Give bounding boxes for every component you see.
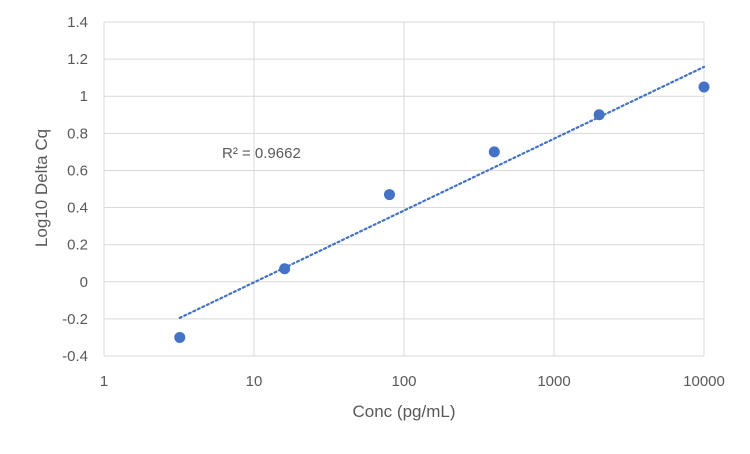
x-axis-title: Conc (pg/mL): [353, 402, 456, 421]
x-tick-label: 1000: [537, 373, 570, 390]
y-tick-label: 0.4: [67, 200, 88, 217]
trendline-line: [178, 65, 706, 320]
y-tick-label: 1.4: [67, 14, 88, 31]
y-tick-labels: -0.4 -0.2 0 0.2 0.4 0.6 0.8 1 1.2 1.4: [62, 14, 88, 365]
x-tick-label: 10000: [683, 373, 725, 390]
x-tick-label: 10: [246, 373, 263, 390]
data-point: [383, 189, 395, 201]
trendline-r2-label: R² = 0.9662: [222, 145, 301, 162]
y-tick-label: -0.2: [62, 311, 88, 328]
x-tick-label: 1: [100, 373, 108, 390]
data-point: [279, 263, 291, 275]
data-point: [488, 146, 500, 158]
y-tick-label: 0.2: [67, 237, 88, 254]
data-points: [174, 81, 710, 343]
y-tick-label: 0.8: [67, 125, 88, 142]
x-tick-label: 100: [391, 373, 416, 390]
y-axis-title: Log10 Delta Cq: [32, 129, 51, 247]
y-tick-label: 1.2: [67, 51, 88, 68]
gridlines: [103, 21, 705, 357]
y-tick-label: 1: [80, 88, 88, 105]
data-point: [593, 109, 605, 121]
y-tick-label: 0.6: [67, 162, 88, 179]
y-tick-label: -0.4: [62, 348, 88, 365]
data-point: [174, 331, 186, 343]
y-tick-label: 0: [80, 274, 88, 291]
data-point: [698, 81, 710, 93]
trendline: [178, 65, 706, 320]
x-tick-labels: 1 10 100 1000 10000: [100, 373, 725, 390]
